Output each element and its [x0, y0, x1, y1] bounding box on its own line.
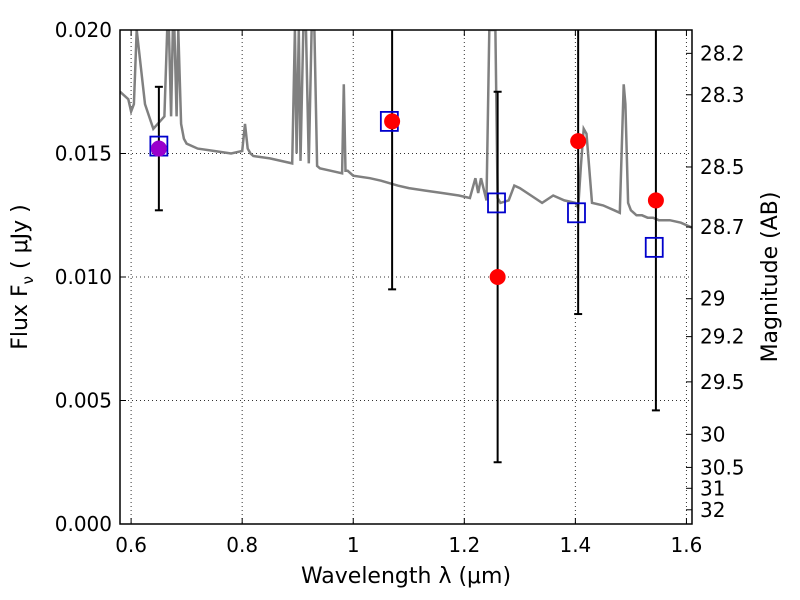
mag-tick-label: 28.5: [700, 155, 745, 179]
y-tick-label: 0.010: [55, 265, 112, 289]
x-axis-ticks: 0.6 0.8 1 1.2 1.4 1.6: [115, 30, 702, 557]
model-bandpass-square: [487, 192, 506, 214]
y-axis-ticks: 0.000 0.005 0.010 0.015 0.020: [55, 18, 126, 536]
x-tick-label: 1.4: [559, 533, 591, 557]
mag-tick-label: 29.2: [700, 325, 745, 349]
mag-tick-label: 28.7: [700, 215, 745, 239]
mag-tick-label: 31: [700, 476, 725, 500]
mag-tick-label: 29: [700, 287, 725, 311]
mag-tick-label: 28.2: [700, 41, 745, 65]
y-axis-title-subscript: ν: [19, 276, 37, 284]
observed-points: [150, 113, 664, 285]
mag-tick-label: 29.5: [700, 370, 745, 394]
plot-background: [120, 30, 692, 524]
y-axis-title-main: Flux F: [8, 284, 33, 349]
model-bandpass-square: [567, 202, 586, 224]
observed-point: [489, 269, 506, 285]
model-spectrum-line: [120, 30, 692, 229]
observed-point: [150, 140, 167, 157]
y-tick-label: 0.015: [55, 142, 112, 166]
observed-point: [384, 113, 401, 130]
y-tick-label: 0.005: [55, 389, 112, 413]
y-axis-title-units: ( μJy ): [8, 204, 33, 276]
mag-tick-label: 30: [700, 422, 725, 446]
right-axis-title: Magnitude (AB): [758, 192, 783, 363]
x-tick-label: 0.6: [115, 533, 147, 557]
x-axis-title: Wavelength λ (μm): [301, 564, 511, 589]
y-tick-label: 0.000: [55, 512, 112, 536]
error-bars: [154, 30, 660, 464]
x-tick-label: 0.8: [226, 533, 258, 557]
model-bandpass-square: [644, 236, 664, 258]
y-tick-label: 0.020: [55, 18, 112, 42]
x-tick-label: 1: [347, 533, 360, 557]
mag-tick-label: 32: [700, 498, 725, 522]
y-axis-title: Flux Fν ( μJy ): [8, 204, 37, 349]
observed-point: [570, 133, 587, 150]
x-tick-label: 1.6: [671, 533, 703, 557]
mag-tick-label: 30.5: [700, 455, 745, 479]
mag-tick-label: 28.3: [700, 83, 745, 107]
observed-point: [647, 192, 664, 209]
x-tick-label: 1.2: [448, 533, 480, 557]
